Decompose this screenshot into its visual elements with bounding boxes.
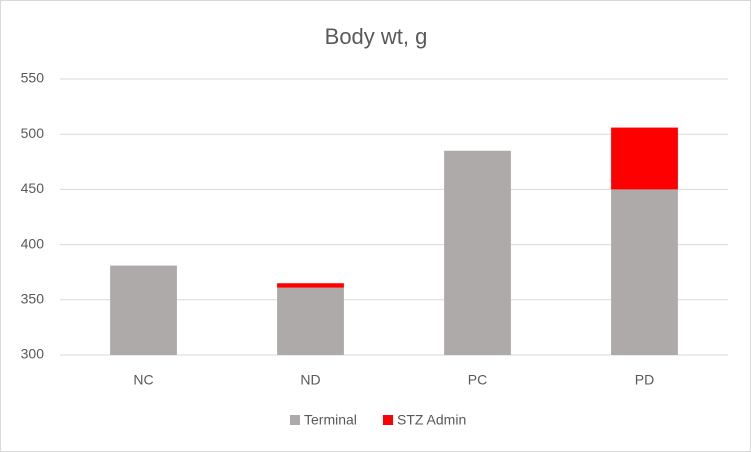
y-tick-label: 450 bbox=[21, 180, 45, 196]
bar-segment bbox=[110, 265, 177, 355]
chart-title: Body wt, g bbox=[325, 24, 428, 49]
legend-swatch bbox=[383, 415, 393, 425]
y-tick-label: 350 bbox=[21, 291, 45, 307]
y-tick-label: 550 bbox=[21, 70, 45, 86]
legend-label: Terminal bbox=[304, 412, 357, 428]
bar-segment bbox=[277, 287, 344, 355]
y-tick-label: 300 bbox=[21, 346, 45, 362]
legend-label: STZ Admin bbox=[397, 412, 466, 428]
x-tick-label: ND bbox=[300, 372, 320, 388]
bar-segment bbox=[277, 283, 344, 288]
x-tick-label: PC bbox=[468, 372, 487, 388]
y-tick-label: 400 bbox=[21, 235, 45, 251]
bar-segment bbox=[611, 127, 678, 190]
bar-segment bbox=[611, 189, 678, 355]
y-tick-label: 500 bbox=[21, 125, 45, 141]
bar-segment bbox=[444, 150, 511, 355]
x-tick-label: PD bbox=[635, 372, 654, 388]
legend-swatch bbox=[290, 415, 300, 425]
x-tick-label: NC bbox=[133, 372, 153, 388]
